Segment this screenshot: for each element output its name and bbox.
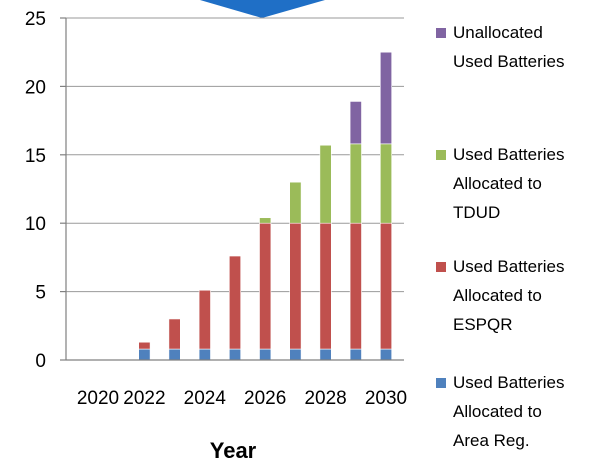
bar-segment-2030-series-2 bbox=[379, 143, 392, 224]
bar-segment-2029-series-1 bbox=[349, 222, 362, 350]
bar-segment-2028-series-2 bbox=[319, 144, 332, 224]
bar-segment-2023-series-0 bbox=[168, 348, 181, 361]
bar-segment-2028-series-1 bbox=[319, 222, 332, 350]
y-tick-label: 5 bbox=[35, 283, 46, 304]
legend-label: ESPQR bbox=[453, 315, 513, 334]
legend-label: Area Reg. bbox=[453, 431, 530, 450]
legend-label: Used Batteries bbox=[453, 145, 565, 164]
legend-swatch bbox=[436, 28, 446, 38]
bar-segment-2030-series-0 bbox=[379, 348, 392, 361]
bar-segment-2026-series-0 bbox=[259, 348, 272, 361]
top-arrow-decoration bbox=[200, 0, 325, 18]
y-tick-label: 15 bbox=[25, 146, 46, 167]
legend-label: Allocated to bbox=[453, 174, 542, 193]
bar-segment-2026-series-2 bbox=[259, 217, 272, 224]
bar-segment-2026-series-1 bbox=[259, 222, 272, 350]
legend-swatch bbox=[436, 378, 446, 388]
legend-label: Allocated to bbox=[453, 286, 542, 305]
bar-segment-2030-series-3 bbox=[379, 51, 392, 145]
legend-label: TDUD bbox=[453, 203, 500, 222]
bar-segment-2024-series-0 bbox=[198, 348, 211, 361]
bar-segment-2022-series-1 bbox=[138, 341, 151, 350]
bar-segment-2028-series-0 bbox=[319, 348, 332, 361]
legend-swatch bbox=[436, 150, 446, 160]
bar-segment-2025-series-0 bbox=[229, 348, 242, 361]
x-tick-label: 2022 bbox=[123, 388, 165, 409]
legend-swatch bbox=[436, 262, 446, 272]
legend-label: Used Batteries bbox=[453, 257, 565, 276]
bar-segment-2029-series-3 bbox=[349, 101, 362, 145]
bar-segment-2030-series-1 bbox=[379, 222, 392, 350]
bar-segment-2027-series-1 bbox=[289, 222, 302, 350]
x-axis-title: Year bbox=[210, 438, 257, 461]
bar-segment-2024-series-1 bbox=[198, 289, 211, 350]
bar-segment-2029-series-2 bbox=[349, 143, 362, 224]
y-tick-label: 10 bbox=[25, 214, 46, 235]
legend-label: Used Batteries bbox=[453, 52, 565, 71]
legend-label: Used Batteries bbox=[453, 373, 565, 392]
y-tick-label: 0 bbox=[35, 351, 46, 372]
x-tick-label: 2030 bbox=[365, 388, 407, 409]
x-tick-label: 2028 bbox=[304, 388, 346, 409]
legend-label: Unallocated bbox=[453, 23, 543, 42]
bar-segment-2022-series-0 bbox=[138, 348, 151, 361]
y-tick-label: 25 bbox=[25, 9, 46, 30]
x-tick-label: 2020 bbox=[77, 388, 119, 409]
x-tick-label: 2024 bbox=[184, 388, 227, 409]
bar-segment-2025-series-1 bbox=[229, 255, 242, 350]
bar-segment-2027-series-2 bbox=[289, 181, 302, 224]
y-tick-label: 20 bbox=[25, 77, 46, 98]
bar-segment-2029-series-0 bbox=[349, 348, 362, 361]
legend-label: Allocated to bbox=[453, 402, 542, 421]
bar-segment-2023-series-1 bbox=[168, 318, 181, 350]
x-tick-label: 2026 bbox=[244, 388, 286, 409]
bar-segment-2027-series-0 bbox=[289, 348, 302, 361]
